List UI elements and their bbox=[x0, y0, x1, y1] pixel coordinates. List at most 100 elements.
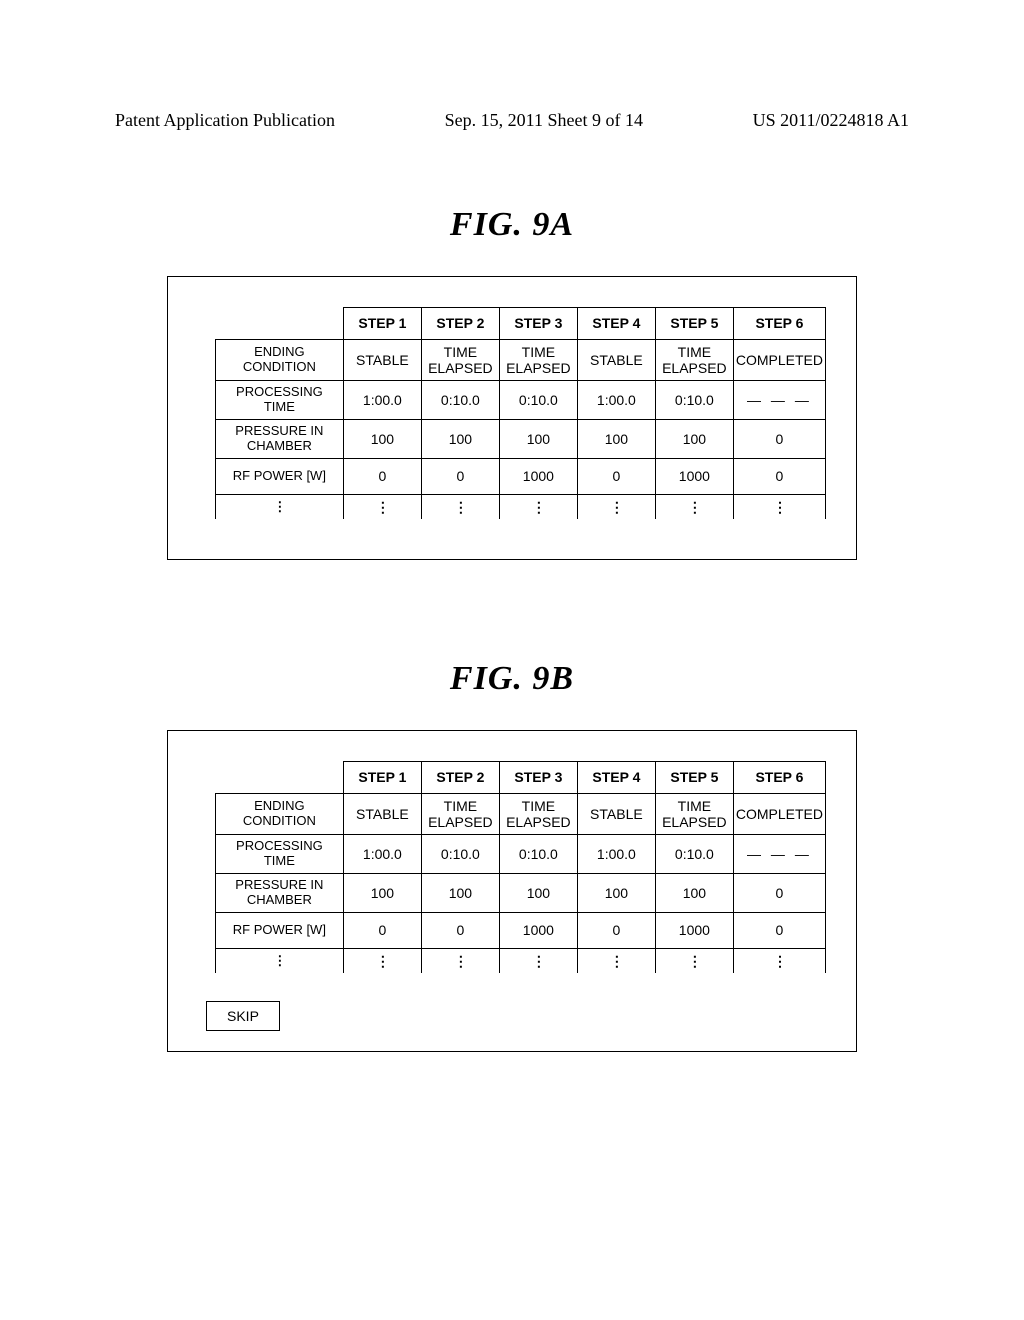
skip-button[interactable]: SKIP bbox=[206, 1001, 280, 1031]
cell: 0 bbox=[577, 458, 655, 494]
figure-9a: FIG. 9A STEP 1 STEP 2 STEP 3 STEP 4 STEP… bbox=[0, 206, 1024, 560]
cell: 100 bbox=[655, 874, 733, 913]
col-step4: STEP 4 bbox=[577, 762, 655, 794]
figure-9b: FIG. 9B STEP 1 STEP 2 STEP 3 STEP 4 STEP… bbox=[0, 660, 1024, 1052]
header-spacer bbox=[215, 762, 343, 794]
cell: 0 bbox=[733, 912, 825, 948]
cell: 1000 bbox=[655, 458, 733, 494]
figure-9a-label: FIG. 9A bbox=[0, 206, 1024, 244]
cell: 1000 bbox=[499, 458, 577, 494]
figure-9b-label: FIG. 9B bbox=[0, 660, 1024, 698]
cell: TIMEELAPSED bbox=[421, 340, 499, 381]
cell: 100 bbox=[343, 874, 421, 913]
table-row: RF POWER [W] 0 0 1000 0 1000 0 bbox=[215, 912, 825, 948]
table-row-continuation: ⋮ ⋮ ⋮ ⋮ ⋮ ⋮ ⋮ bbox=[215, 494, 825, 519]
cell: 1:00.0 bbox=[343, 381, 421, 420]
cell: 0:10.0 bbox=[421, 381, 499, 420]
dots-icon: ⋮ bbox=[655, 494, 733, 519]
row-ending-condition: ENDINGCONDITION bbox=[215, 794, 343, 835]
dots-icon: ⋮ bbox=[733, 948, 825, 973]
table-header-row: STEP 1 STEP 2 STEP 3 STEP 4 STEP 5 STEP … bbox=[215, 308, 825, 340]
cell: TIMEELAPSED bbox=[499, 340, 577, 381]
cell: 0 bbox=[733, 874, 825, 913]
cell: COMPLETED bbox=[733, 340, 825, 381]
table-row: ENDINGCONDITION STABLE TIMEELAPSED TIMEE… bbox=[215, 340, 825, 381]
dots-icon: ⋮ bbox=[655, 948, 733, 973]
dots-icon: ⋮ bbox=[499, 948, 577, 973]
dots-icon: ⋮ bbox=[733, 494, 825, 519]
figure-9a-table: STEP 1 STEP 2 STEP 3 STEP 4 STEP 5 STEP … bbox=[215, 307, 826, 519]
col-step2: STEP 2 bbox=[421, 762, 499, 794]
col-step6: STEP 6 bbox=[733, 308, 825, 340]
cell: 1000 bbox=[499, 912, 577, 948]
table-row-continuation: ⋮ ⋮ ⋮ ⋮ ⋮ ⋮ ⋮ bbox=[215, 948, 825, 973]
row-pressure: PRESSURE INCHAMBER bbox=[215, 874, 343, 913]
cell: 1:00.0 bbox=[577, 835, 655, 874]
cell: STABLE bbox=[343, 340, 421, 381]
cell: 100 bbox=[499, 874, 577, 913]
cell: 100 bbox=[577, 420, 655, 459]
col-step3: STEP 3 bbox=[499, 762, 577, 794]
cell: 0:10.0 bbox=[655, 835, 733, 874]
cell: STABLE bbox=[343, 794, 421, 835]
cell: 0 bbox=[421, 458, 499, 494]
cell: 0 bbox=[733, 458, 825, 494]
col-step6: STEP 6 bbox=[733, 762, 825, 794]
dots-icon: ⋮ bbox=[577, 494, 655, 519]
dots-icon: ⋮ bbox=[577, 948, 655, 973]
dots-icon: ⋮ bbox=[343, 494, 421, 519]
cell: TIMEELAPSED bbox=[655, 794, 733, 835]
cell: 1:00.0 bbox=[343, 835, 421, 874]
table-row: PROCESSINGTIME 1:00.0 0:10.0 0:10.0 1:00… bbox=[215, 381, 825, 420]
cell: 1000 bbox=[655, 912, 733, 948]
table-row: PROCESSINGTIME 1:00.0 0:10.0 0:10.0 1:00… bbox=[215, 835, 825, 874]
cell: 1:00.0 bbox=[577, 381, 655, 420]
table-row: RF POWER [W] 0 0 1000 0 1000 0 bbox=[215, 458, 825, 494]
cell: 100 bbox=[343, 420, 421, 459]
row-pressure: PRESSURE INCHAMBER bbox=[215, 420, 343, 459]
col-step4: STEP 4 bbox=[577, 308, 655, 340]
cell: 100 bbox=[421, 874, 499, 913]
cell: 100 bbox=[499, 420, 577, 459]
cell: STABLE bbox=[577, 340, 655, 381]
col-step1: STEP 1 bbox=[343, 762, 421, 794]
cell: 0 bbox=[733, 420, 825, 459]
page-header: Patent Application Publication Sep. 15, … bbox=[0, 0, 1024, 131]
header-right: US 2011/0224818 A1 bbox=[753, 110, 909, 131]
dots-icon: ⋮ bbox=[421, 948, 499, 973]
row-ending-condition: ENDINGCONDITION bbox=[215, 340, 343, 381]
col-step2: STEP 2 bbox=[421, 308, 499, 340]
col-step1: STEP 1 bbox=[343, 308, 421, 340]
cell: 0:10.0 bbox=[499, 381, 577, 420]
cell: 0 bbox=[343, 912, 421, 948]
cell: 0:10.0 bbox=[421, 835, 499, 874]
figure-9b-panel: STEP 1 STEP 2 STEP 3 STEP 4 STEP 5 STEP … bbox=[167, 730, 857, 1052]
table-row: ENDINGCONDITION STABLE TIMEELAPSED TIMEE… bbox=[215, 794, 825, 835]
row-rf-power: RF POWER [W] bbox=[215, 458, 343, 494]
header-center: Sep. 15, 2011 Sheet 9 of 14 bbox=[445, 110, 643, 131]
cell: 0 bbox=[343, 458, 421, 494]
row-processing-time: PROCESSINGTIME bbox=[215, 835, 343, 874]
dots-icon: ⋮ bbox=[215, 494, 343, 519]
cell: 100 bbox=[577, 874, 655, 913]
table-header-row: STEP 1 STEP 2 STEP 3 STEP 4 STEP 5 STEP … bbox=[215, 762, 825, 794]
cell: 100 bbox=[421, 420, 499, 459]
col-step5: STEP 5 bbox=[655, 762, 733, 794]
cell: 0:10.0 bbox=[499, 835, 577, 874]
cell: TIMEELAPSED bbox=[655, 340, 733, 381]
dots-icon: ⋮ bbox=[499, 494, 577, 519]
dots-icon: ⋮ bbox=[343, 948, 421, 973]
cell: — — — bbox=[733, 835, 825, 874]
figure-9a-panel: STEP 1 STEP 2 STEP 3 STEP 4 STEP 5 STEP … bbox=[167, 276, 857, 560]
cell: TIMEELAPSED bbox=[421, 794, 499, 835]
cell: 100 bbox=[655, 420, 733, 459]
cell: TIMEELAPSED bbox=[499, 794, 577, 835]
col-step5: STEP 5 bbox=[655, 308, 733, 340]
figure-9b-table: STEP 1 STEP 2 STEP 3 STEP 4 STEP 5 STEP … bbox=[215, 761, 826, 973]
row-rf-power: RF POWER [W] bbox=[215, 912, 343, 948]
table-row: PRESSURE INCHAMBER 100 100 100 100 100 0 bbox=[215, 420, 825, 459]
dots-icon: ⋮ bbox=[215, 948, 343, 973]
cell: 0 bbox=[577, 912, 655, 948]
cell: STABLE bbox=[577, 794, 655, 835]
cell: — — — bbox=[733, 381, 825, 420]
